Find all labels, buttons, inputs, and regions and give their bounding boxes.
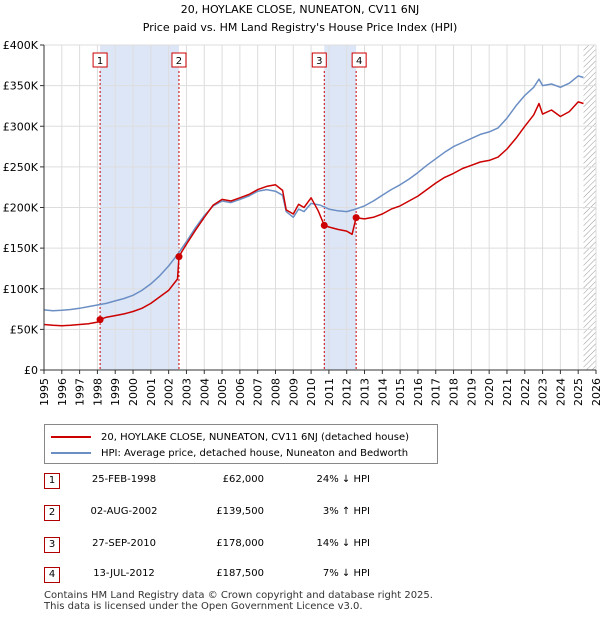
x-tick-label: 2004: [198, 378, 211, 406]
sale-point: [96, 316, 104, 324]
x-tick-label: 2012: [341, 378, 354, 406]
x-tick-label: 2014: [376, 378, 389, 406]
series-line-hpi: [44, 75, 584, 312]
sale-date: 13-JUL-2012: [93, 568, 155, 579]
x-tick-label: 2023: [537, 378, 550, 406]
sale-marker-box: [351, 52, 367, 68]
sale-point: [175, 253, 183, 261]
y-tick-label: £300K: [3, 120, 39, 133]
y-tick-label: £200K: [3, 202, 39, 215]
sale-price: £139,500: [216, 506, 264, 517]
sale-row: 1 25-FEB-1998 £62,000 24% ↓ HPI: [44, 473, 384, 491]
x-tick-label: 2009: [287, 378, 300, 406]
x-tick-label: 2007: [252, 378, 265, 406]
x-tick-label: 1997: [74, 378, 87, 406]
sale-point: [320, 221, 328, 229]
x-tick-label: 1999: [109, 378, 122, 406]
sale-hpi-diff: 7% ↓ HPI: [322, 568, 370, 579]
y-tick-label: £100K: [3, 283, 39, 296]
legend-swatch-hpi: [51, 452, 91, 454]
legend-swatch-property: [51, 436, 91, 438]
sale-number-badge: 3: [44, 537, 60, 553]
sale-price: £62,000: [222, 474, 264, 485]
sale-marker-box: [311, 52, 327, 68]
sale-date: 27-SEP-2010: [92, 538, 156, 549]
x-tick-label: 2017: [430, 378, 443, 406]
footer-attribution: Contains HM Land Registry data © Crown c…: [44, 590, 433, 612]
x-tick-label: 2026: [590, 378, 600, 406]
sale-row: 3 27-SEP-2010 £178,000 14% ↓ HPI: [44, 537, 384, 555]
x-tick-label: 2019: [465, 378, 478, 406]
footer-line-1: Contains HM Land Registry data © Crown c…: [44, 590, 433, 601]
x-tick-label: 2006: [234, 378, 247, 406]
x-tick-label: 2002: [163, 378, 176, 406]
sale-price: £187,500: [216, 568, 264, 579]
sale-marker-box: [171, 52, 187, 68]
sale-marker-label: 3: [316, 56, 322, 67]
x-tick-label: 1998: [91, 378, 104, 406]
y-tick-label: £250K: [3, 161, 39, 174]
x-tick-label: 2003: [180, 378, 193, 406]
x-tick-label: 2013: [359, 378, 372, 406]
x-tick-label: 2015: [394, 378, 407, 406]
x-tick-label: 2016: [412, 378, 425, 406]
x-tick-label: 2008: [269, 378, 282, 406]
legend: 20, HOYLAKE CLOSE, NUNEATON, CV11 6NJ (d…: [44, 424, 438, 464]
sale-row: 4 13-JUL-2012 £187,500 7% ↓ HPI: [44, 567, 384, 585]
x-tick-label: 2025: [572, 378, 585, 406]
price-chart: 20, HOYLAKE CLOSE, NUNEATON, CV11 6NJ Pr…: [3, 3, 600, 406]
y-tick-label: £150K: [3, 242, 39, 255]
sale-row: 2 02-AUG-2002 £139,500 3% ↑ HPI: [44, 505, 384, 523]
y-tick-label: £400K: [3, 39, 39, 52]
x-tick-label: 2022: [519, 378, 532, 406]
sale-marker-label: 4: [356, 56, 362, 67]
sale-date: 02-AUG-2002: [90, 506, 158, 517]
y-tick-label: £50K: [10, 323, 39, 336]
sale-marker-label: 1: [97, 56, 103, 67]
legend-item-property: 20, HOYLAKE CLOSE, NUNEATON, CV11 6NJ (d…: [51, 430, 409, 444]
sale-point: [352, 214, 360, 222]
footer-line-2: This data is licensed under the Open Gov…: [44, 601, 363, 612]
x-tick-label: 2021: [501, 378, 514, 406]
x-tick-label: 1996: [56, 378, 69, 406]
legend-item-hpi: HPI: Average price, detached house, Nune…: [51, 446, 408, 460]
sale-number-badge: 1: [44, 473, 60, 489]
sale-hpi-diff: 24% ↓ HPI: [316, 474, 370, 485]
chart-subtitle: Price paid vs. HM Land Registry's House …: [143, 21, 458, 34]
x-tick-label: 2010: [305, 378, 318, 406]
sale-marker-box: [92, 52, 108, 68]
series-line-property: [44, 101, 584, 327]
x-tick-label: 2020: [483, 378, 496, 406]
sale-price: £178,000: [216, 538, 264, 549]
x-tick-label: 2005: [216, 378, 229, 406]
y-tick-label: £350K: [3, 80, 39, 93]
sale-hpi-diff: 3% ↑ HPI: [322, 506, 370, 517]
sale-date: 25-FEB-1998: [91, 474, 157, 485]
legend-label-property: 20, HOYLAKE CLOSE, NUNEATON, CV11 6NJ (d…: [101, 431, 410, 443]
sale-hpi-diff: 14% ↓ HPI: [316, 538, 370, 549]
x-tick-label: 2000: [127, 378, 140, 406]
x-tick-label: 1995: [38, 378, 51, 406]
sale-number-badge: 4: [44, 567, 60, 583]
x-tick-label: 2011: [323, 378, 336, 406]
x-tick-label: 2001: [145, 378, 158, 406]
x-tick-label: 2024: [554, 378, 567, 406]
x-tick-label: 2018: [448, 378, 461, 406]
chart-title: 20, HOYLAKE CLOSE, NUNEATON, CV11 6NJ: [181, 3, 420, 16]
y-tick-label: £0: [24, 364, 38, 377]
sale-number-badge: 2: [44, 505, 60, 521]
legend-label-hpi: HPI: Average price, detached house, Nune…: [101, 447, 409, 459]
sale-marker-label: 2: [176, 56, 182, 67]
